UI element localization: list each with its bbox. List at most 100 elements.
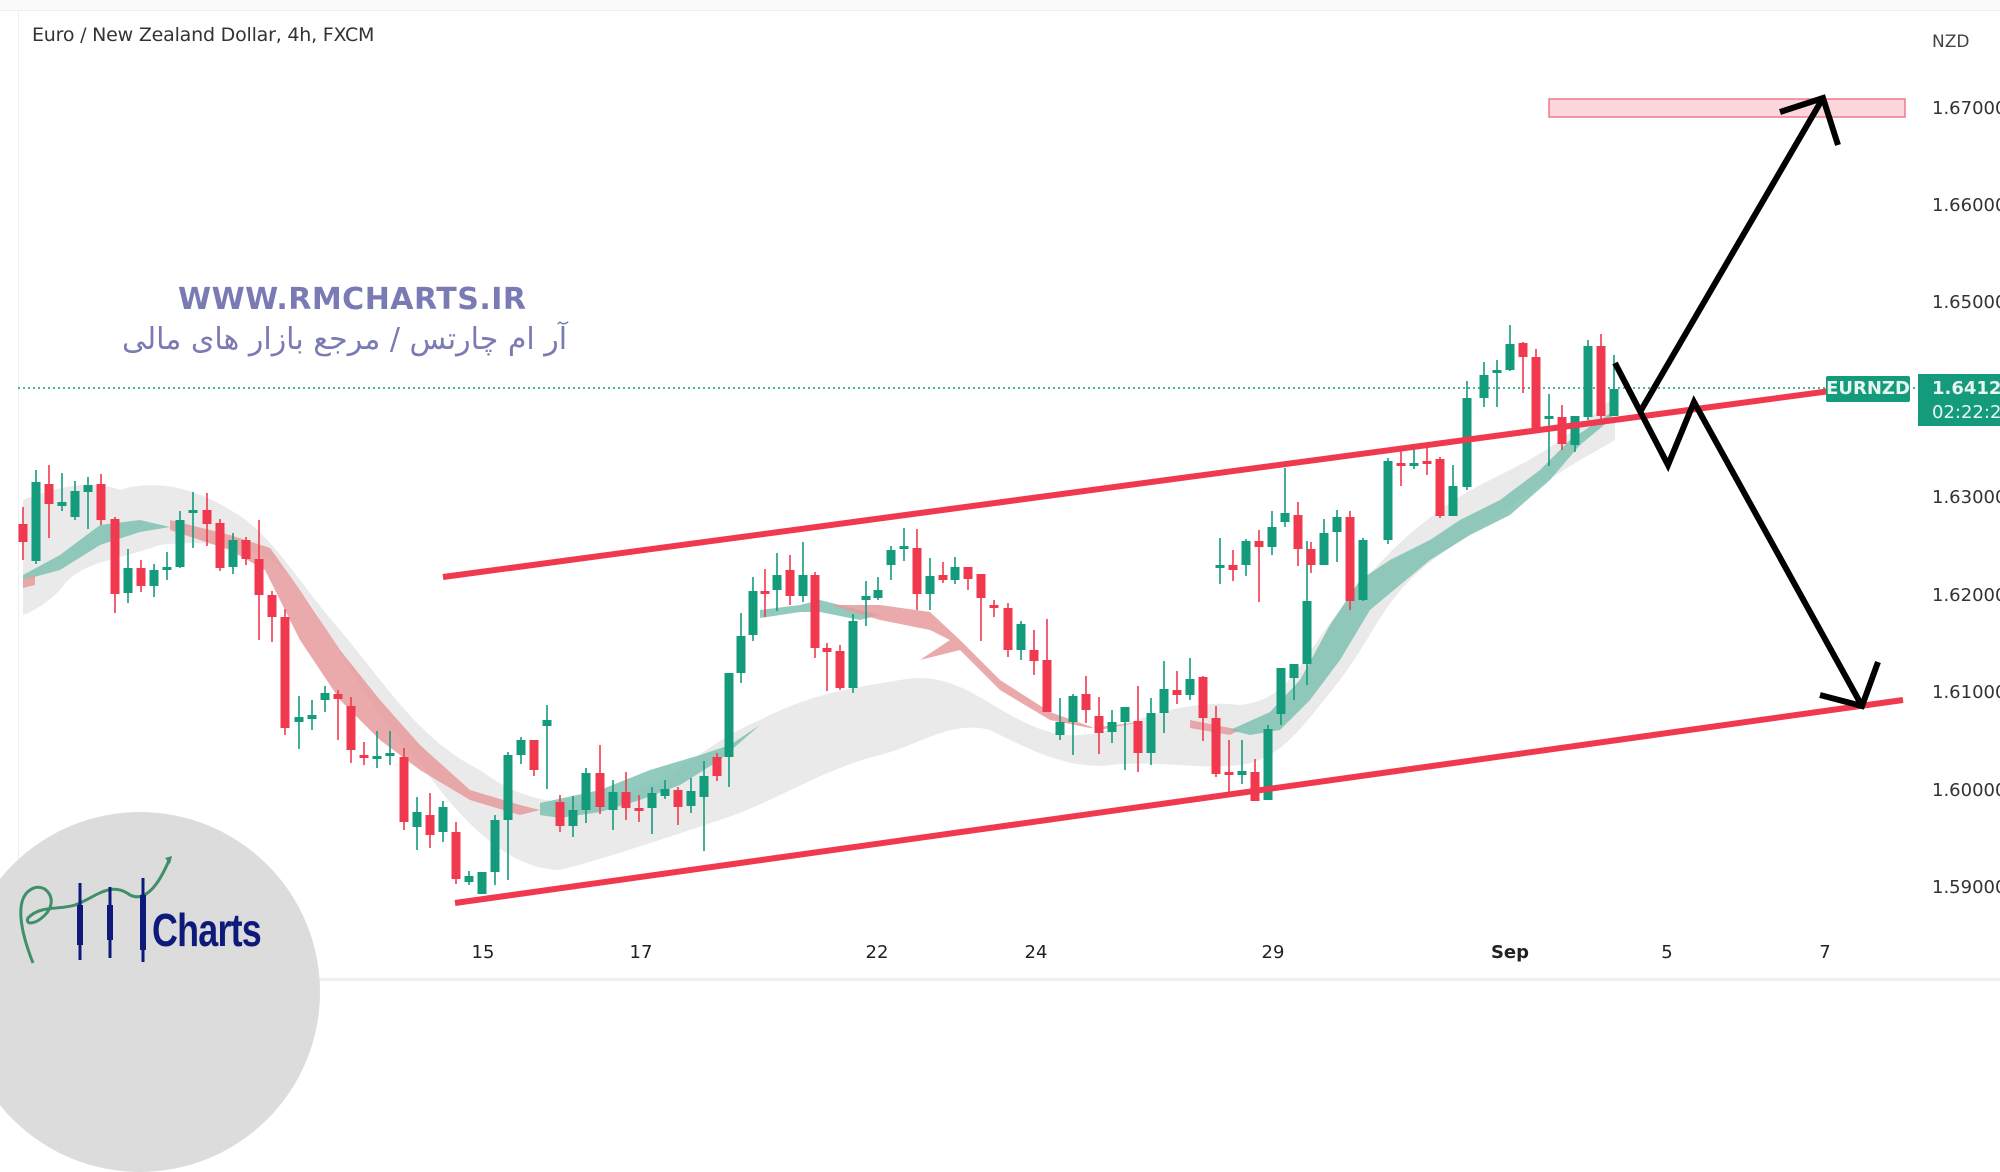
bearish-candle: [1396, 447, 1406, 486]
bullish-candle: [372, 731, 382, 768]
bearish-candle: [822, 643, 832, 691]
bullish-candle: [724, 673, 734, 787]
upper-channel-trendline[interactable]: [442, 378, 1906, 580]
bearish-candle: [1250, 759, 1260, 801]
bullish-candle: [1383, 458, 1393, 544]
bullish-candle: [798, 542, 808, 602]
time-tick-label: 22: [865, 942, 889, 963]
price-tick-label: 1.63000: [1932, 487, 2000, 508]
bearish-candle: [241, 537, 251, 565]
bearish-candle: [18, 507, 28, 560]
bullish-candle: [1107, 710, 1117, 743]
bullish-candle: [1237, 740, 1247, 784]
bullish-candle: [438, 801, 448, 842]
bearish-candle: [399, 748, 409, 830]
price-tick-label: 1.60000: [1932, 780, 2000, 801]
bullish-candle: [772, 553, 782, 611]
bearish-candle: [202, 493, 212, 546]
bearish-candle: [425, 793, 435, 848]
bearish-candle: [912, 529, 922, 610]
bullish-candle: [1570, 416, 1580, 452]
bearish-candle: [1345, 511, 1355, 610]
bullish-candle: [686, 778, 696, 813]
bearish-candle: [1094, 697, 1104, 754]
symbol-price-tag: EURNZD: [1826, 376, 1910, 402]
bullish-candle: [1185, 658, 1195, 700]
bullish-arrow[interactable]: [1637, 96, 1826, 414]
bullish-candle: [320, 686, 330, 712]
bullish-candle: [608, 780, 618, 830]
bullish-candle: [31, 470, 41, 564]
bullish-candle: [307, 700, 317, 730]
bullish-candle: [1319, 519, 1329, 565]
ema-ribbon-segment: [760, 600, 880, 620]
lower-channel-trendline[interactable]: [454, 697, 1904, 906]
bearish-candle: [621, 772, 631, 820]
bearish-candle: [760, 569, 770, 617]
chart-canvas[interactable]: [0, 0, 2000, 1000]
bearish-candle: [1211, 706, 1221, 777]
bearish-candle: [451, 822, 461, 884]
price-axis[interactable]: NZD 1.67000 1.66000 1.65000 1.63000 1.62000 1…: [1918, 10, 2000, 968]
bearish-candle: [989, 600, 999, 617]
bearish-candle: [359, 742, 369, 765]
bearish-candle: [712, 753, 722, 781]
bullish-candle: [1332, 510, 1342, 562]
bullish-arrowhead-icon: [1779, 94, 1841, 146]
bullish-candle: [925, 558, 935, 610]
ema-ribbon-segment: [540, 725, 760, 818]
bullish-candle: [886, 546, 896, 580]
ema-ribbon-segment: [23, 520, 170, 580]
bearish-candle: [254, 520, 264, 640]
bullish-candle: [1462, 381, 1472, 490]
bearish-candle: [1224, 740, 1234, 797]
bullish-candle: [83, 477, 93, 529]
bearish-candle: [44, 465, 54, 538]
bearish-candle: [1596, 334, 1606, 420]
ema-ribbon-segment: [1230, 410, 1615, 735]
bullish-candle: [950, 557, 960, 584]
candlestick-series: [18, 325, 1619, 894]
time-axis[interactable]: 15 17 22 24 29 Sep 5 7: [0, 930, 1918, 970]
bearish-candle: [595, 745, 605, 814]
watermark-url: WWW.RMCHARTS.IR: [178, 282, 527, 317]
bearish-candle: [346, 697, 356, 763]
bearish-arrow[interactable]: [1612, 361, 1865, 708]
bullish-candle: [57, 473, 67, 511]
bullish-candle: [1276, 668, 1286, 725]
bullish-candle: [1289, 664, 1299, 700]
bullish-candle: [149, 564, 159, 597]
target-zone-rectangle[interactable]: [1548, 98, 1906, 118]
time-tick-label: 17: [629, 942, 653, 963]
bullish-candle: [294, 696, 304, 749]
bearish-candle: [1081, 676, 1091, 723]
bullish-candle: [228, 533, 238, 574]
bearish-candle: [1133, 686, 1143, 772]
price-tick-label: 1.67000: [1932, 98, 2000, 119]
time-tick-label: 5: [1661, 942, 1673, 963]
price-tick-label: 1.65000: [1932, 292, 2000, 313]
price-tick-label: 1.62000: [1932, 585, 2000, 606]
bearish-candle: [963, 567, 973, 590]
bearish-candle: [1228, 550, 1238, 581]
time-tick-label: Sep: [1490, 942, 1530, 963]
bearish-candle: [835, 645, 845, 690]
bearish-candle: [1172, 671, 1182, 704]
chart-pane[interactable]: [18, 10, 1919, 978]
bearish-candle: [136, 560, 146, 592]
price-tick-label: 1.59000: [1932, 877, 2000, 898]
bullish-candle: [1215, 538, 1225, 584]
bearish-arrowhead-icon: [1819, 660, 1881, 710]
bullish-candle: [1068, 694, 1078, 755]
bearish-candle: [1306, 542, 1316, 573]
currency-label: NZD: [1932, 32, 1970, 52]
bullish-candle: [899, 528, 909, 561]
bullish-candle: [848, 614, 858, 693]
bullish-candle: [1146, 698, 1156, 765]
bullish-candle: [736, 613, 746, 683]
bullish-candle: [699, 761, 709, 851]
symbol-legend-title[interactable]: Euro / New Zealand Dollar, 4h, FXCM: [32, 24, 375, 46]
bearish-candle: [1518, 342, 1528, 393]
bearish-candle: [938, 562, 948, 583]
